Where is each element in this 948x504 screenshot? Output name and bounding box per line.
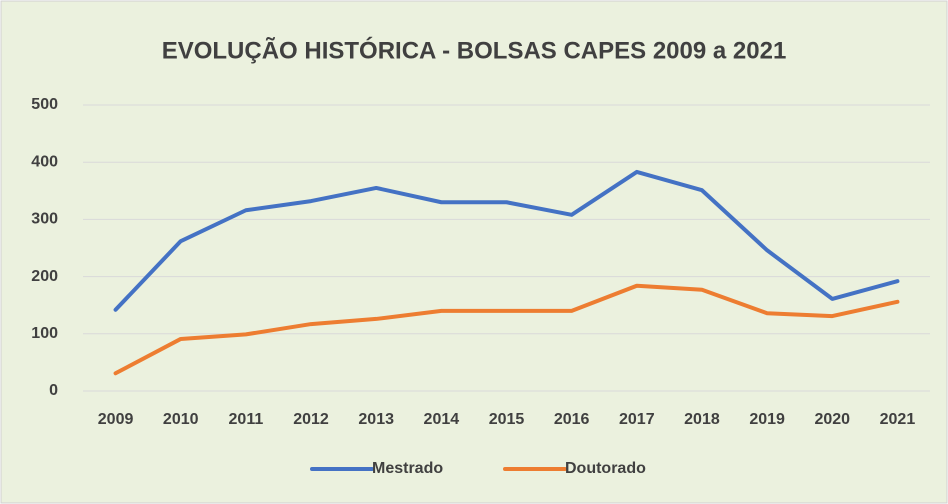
x-tick-label: 2014 [424, 411, 460, 428]
legend-label: Mestrado [372, 460, 443, 477]
x-tick-label: 2009 [98, 411, 134, 428]
y-tick-label: 500 [31, 96, 58, 113]
x-tick-label: 2016 [554, 411, 590, 428]
x-tick-label: 2011 [229, 411, 264, 428]
x-tick-label: 2021 [880, 411, 916, 428]
y-tick-label: 100 [31, 325, 58, 342]
x-tick-label: 2010 [163, 411, 199, 428]
legend-label: Doutorado [565, 460, 646, 477]
y-tick-label: 300 [31, 211, 58, 228]
x-tick-label: 2019 [749, 411, 785, 428]
line-series [113, 283, 900, 376]
y-tick-label: 0 [49, 382, 58, 399]
chart-title: EVOLUÇÃO HISTÓRICA - BOLSAS CAPES 2009 a… [162, 36, 787, 64]
x-tick-label: 2012 [293, 411, 329, 428]
y-tick-label: 400 [31, 153, 58, 170]
y-tick-label: 200 [31, 268, 58, 285]
x-tick-label: 2017 [619, 411, 655, 428]
x-tick-label: 2018 [684, 411, 720, 428]
x-tick-label: 2015 [489, 411, 525, 428]
x-tick-label: 2013 [358, 411, 394, 428]
line-series [113, 169, 900, 312]
x-tick-label: 2020 [814, 411, 850, 428]
